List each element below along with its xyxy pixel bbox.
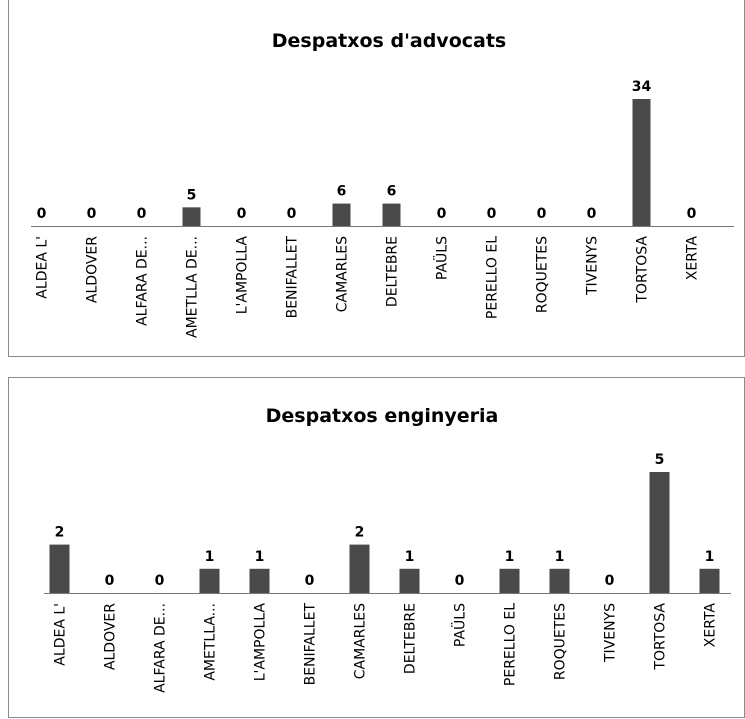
data-label: 1 <box>255 549 265 565</box>
tick-label: PAÜLS <box>433 236 451 280</box>
tick-label: AMETLLA DE... <box>185 236 201 338</box>
tick-label: ALFARA DE... <box>153 603 169 693</box>
bar <box>632 99 651 226</box>
bar <box>49 544 70 593</box>
data-label: 0 <box>587 206 597 222</box>
data-label: 0 <box>455 573 465 589</box>
tick-label: PAÜLS <box>451 603 469 647</box>
data-label: 0 <box>537 206 547 222</box>
data-label: 1 <box>705 549 715 565</box>
tick-label: TORTOSA <box>635 236 651 304</box>
tick-label: ALDOVER <box>103 603 119 670</box>
tick-label: ROQUETES <box>553 603 569 680</box>
data-label: 5 <box>187 187 197 203</box>
bar <box>332 203 351 226</box>
data-label: 0 <box>105 573 115 589</box>
data-label: 0 <box>605 573 615 589</box>
data-label: 1 <box>405 549 415 565</box>
tick-label: ROQUETES <box>535 236 551 313</box>
data-label: 5 <box>655 452 665 468</box>
tick-label: ALDOVER <box>85 236 101 303</box>
data-label: 2 <box>55 525 65 541</box>
bar-chart-enginyeria: Despatxos enginyeria 2 ALDEA L' 0 ALDOVER 0 A… <box>44 405 731 693</box>
bar-chart-advocats: Despatxos d'advocats 0 ALDEA L' 0 ALDOVER 0 A… <box>31 30 734 338</box>
tick-label: TIVENYS <box>585 236 601 296</box>
data-label: 2 <box>355 525 365 541</box>
data-label: 0 <box>687 206 697 222</box>
tick-label: AMETLLA... <box>203 603 219 681</box>
tick-label: CAMARLES <box>335 236 351 312</box>
bar <box>699 568 720 593</box>
tick-label: PERELLO EL <box>485 236 501 319</box>
bar <box>199 568 220 593</box>
bar <box>649 472 670 593</box>
tick-label: L'AMPOLLA <box>253 603 269 682</box>
tick-label: TORTOSA <box>653 603 669 671</box>
data-label: 1 <box>555 549 565 565</box>
bar <box>499 568 520 593</box>
chart-title: Despatxos enginyeria <box>266 405 499 427</box>
data-label: 6 <box>387 184 397 200</box>
bar <box>549 568 570 593</box>
tick-label: BENIFALLET <box>303 603 319 686</box>
tick-label: XERTA <box>685 236 701 281</box>
chart-panel-advocats: Despatxos d'advocats 0 ALDEA L' 0 ALDOVER 0 A… <box>8 0 745 357</box>
data-label: 34 <box>632 79 652 95</box>
bar <box>182 207 201 226</box>
chart-panel-enginyeria: Despatxos enginyeria 2 ALDEA L' 0 ALDOVER 0 A… <box>8 377 745 718</box>
bar <box>349 544 370 593</box>
data-label: 0 <box>487 206 497 222</box>
data-label: 0 <box>287 206 297 222</box>
tick-label: BENIFALLET <box>285 236 301 319</box>
data-label: 0 <box>305 573 315 589</box>
data-label: 0 <box>237 206 247 222</box>
bar <box>399 568 420 593</box>
tick-label: PERELLO EL <box>503 603 519 686</box>
data-label: 0 <box>37 206 47 222</box>
tick-label: XERTA <box>703 603 719 648</box>
tick-label: TIVENYS <box>603 603 619 663</box>
data-label: 0 <box>137 206 147 222</box>
data-label: 1 <box>205 549 215 565</box>
data-label: 0 <box>87 206 97 222</box>
tick-label: L'AMPOLLA <box>235 236 251 315</box>
data-label: 0 <box>155 573 165 589</box>
data-label: 0 <box>437 206 447 222</box>
tick-label: DELTEBRE <box>385 236 401 307</box>
bar <box>382 203 401 226</box>
data-label: 6 <box>337 184 347 200</box>
tick-label: ALFARA DE... <box>135 236 151 326</box>
tick-label: ALDEA L' <box>35 236 51 299</box>
bar <box>249 568 270 593</box>
tick-label: CAMARLES <box>353 603 369 679</box>
tick-label: ALDEA L' <box>53 603 69 666</box>
tick-label: DELTEBRE <box>403 603 419 674</box>
data-label: 1 <box>505 549 515 565</box>
chart-title: Despatxos d'advocats <box>272 30 506 52</box>
